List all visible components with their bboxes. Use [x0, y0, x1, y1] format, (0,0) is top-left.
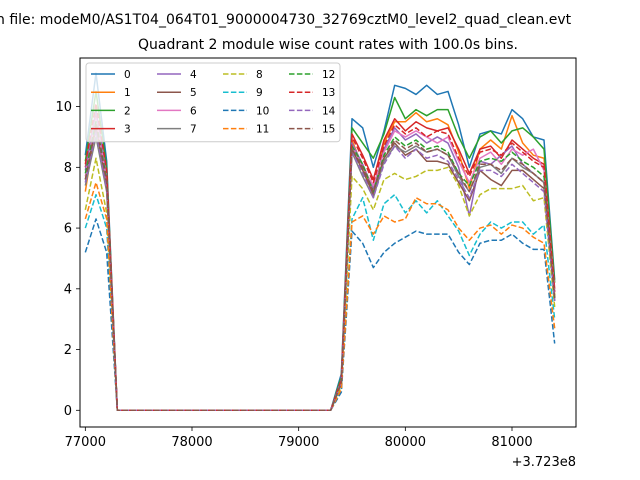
legend-label-7: 7	[190, 124, 197, 136]
chart-title: Quadrant 2 module wise count rates with …	[138, 37, 518, 53]
legend-label-8: 8	[256, 69, 263, 81]
x-tick-label: 77000	[65, 435, 106, 450]
series-layer	[84, 72, 556, 412]
x-tick-label: 80000	[385, 435, 426, 450]
x-tick-label: 81000	[491, 435, 532, 450]
y-tick-label: 10	[55, 100, 72, 115]
legend-label-12: 12	[322, 69, 335, 81]
plot-frame	[79, 57, 577, 428]
y-tick-label: 4	[64, 282, 72, 297]
y-tick-label: 8	[64, 161, 72, 176]
x-tick-label: 78000	[171, 435, 212, 450]
y-tick-label: 2	[64, 343, 72, 358]
legend-box	[85, 62, 341, 143]
legend-label-3: 3	[124, 124, 131, 136]
figure-suptitle: n file: modeM0/AS1T04_064T01_9000004730_…	[0, 12, 572, 28]
axis-layer: 77000 78000 79000 80000 81000 0 2 4 6 8 10	[55, 100, 532, 450]
legend-label-4: 4	[190, 69, 197, 81]
legend-label-1: 1	[124, 87, 131, 99]
legend-label-11: 11	[256, 124, 269, 136]
series-line-15	[84, 124, 556, 412]
legend-label-13: 13	[322, 87, 335, 99]
x-tick-label: 79000	[278, 435, 319, 450]
legend-label-15: 15	[322, 124, 335, 136]
x-offset-label: +3.723e8	[512, 455, 576, 470]
legend-label-5: 5	[190, 87, 197, 99]
legend-label-9: 9	[256, 87, 263, 99]
legend-label-10: 10	[256, 105, 269, 117]
legend-label-6: 6	[190, 105, 197, 117]
y-tick-label: 0	[64, 404, 72, 419]
legend-label-0: 0	[124, 69, 131, 81]
legend-label-14: 14	[322, 105, 336, 117]
legend-label-2: 2	[124, 105, 131, 117]
y-tick-label: 6	[64, 222, 72, 237]
